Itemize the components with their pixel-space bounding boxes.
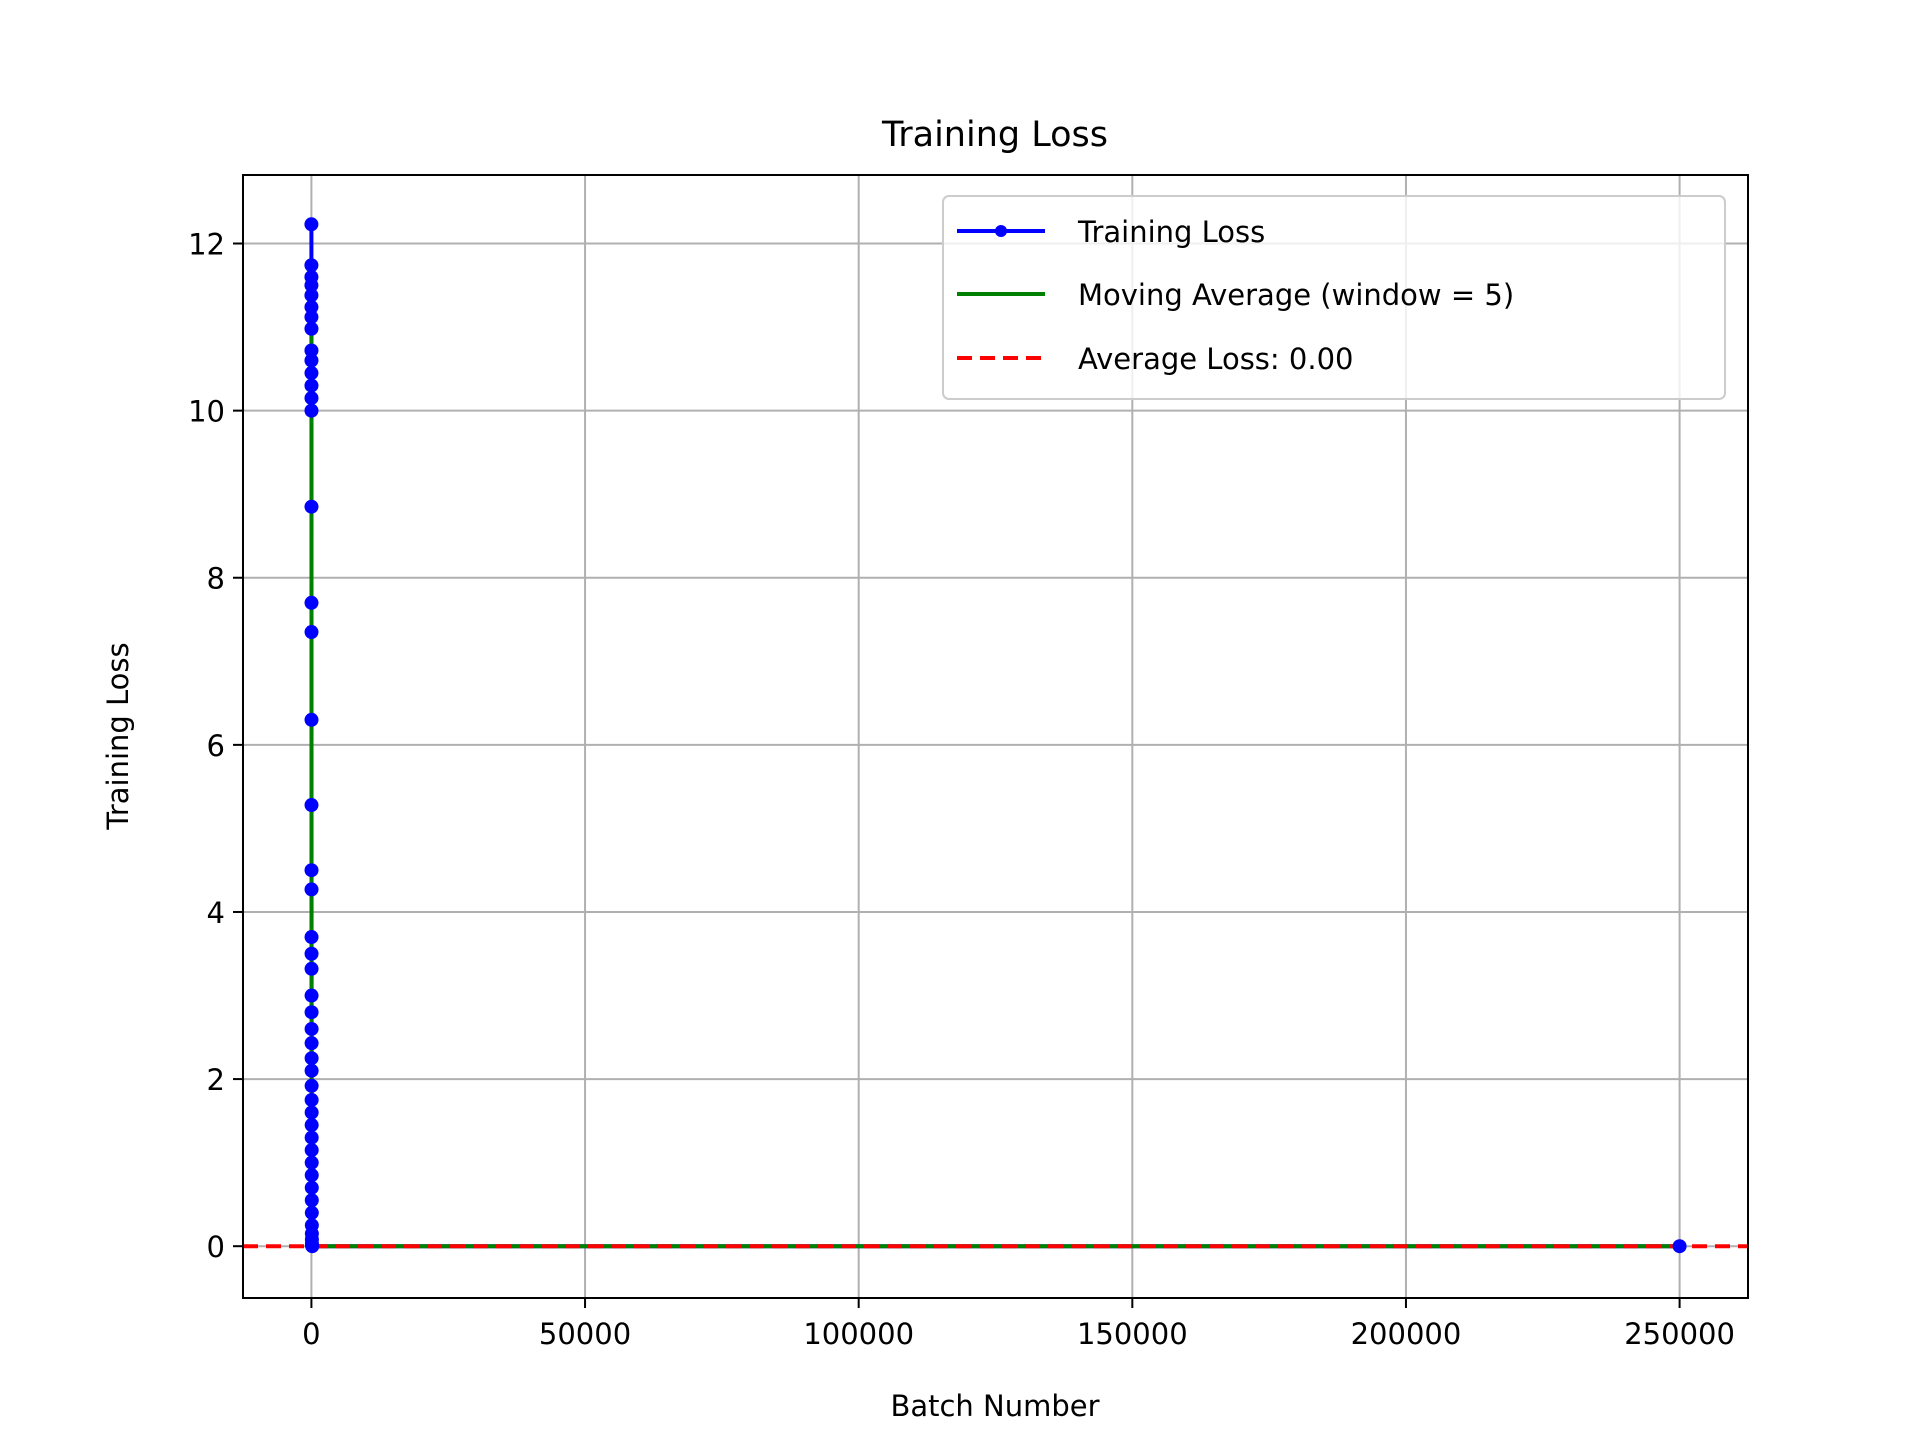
x-tick-label: 100000 — [803, 1317, 914, 1351]
training-loss-point — [304, 1143, 319, 1158]
grid — [243, 175, 1748, 1298]
training-loss-point — [304, 798, 319, 813]
y-tick-label: 10 — [188, 395, 225, 429]
training-loss-point — [304, 391, 319, 406]
training-loss-point — [304, 310, 319, 325]
training-loss-point — [304, 1005, 319, 1020]
training-loss-point — [304, 595, 319, 610]
x-tick-label: 250000 — [1624, 1317, 1735, 1351]
x-tick-label: 0 — [302, 1317, 320, 1351]
training-loss-point — [304, 378, 319, 393]
training-loss-point — [304, 366, 319, 381]
training-loss-point — [304, 1092, 319, 1107]
training-loss-point — [304, 321, 319, 336]
x-tick-label: 150000 — [1077, 1317, 1188, 1351]
training-loss-point — [304, 863, 319, 878]
training-loss-point — [304, 625, 319, 640]
training-loss-point — [304, 1118, 319, 1133]
plot-frame — [242, 174, 1749, 1299]
training-loss-point — [304, 930, 319, 945]
legend-moving-average-label: Moving Average (window = 5) — [1078, 278, 1514, 312]
x-tick-label: 50000 — [539, 1317, 631, 1351]
training-loss-point — [304, 300, 319, 315]
legend-training-loss-marker — [995, 225, 1007, 237]
training-loss-point — [304, 1180, 319, 1195]
training-loss-point — [304, 1078, 319, 1093]
y-tick-label: 0 — [207, 1230, 225, 1264]
plot-series — [243, 217, 1748, 1254]
training-loss-point — [304, 1168, 319, 1183]
training-loss-point — [305, 1239, 320, 1254]
training-loss-point — [304, 1105, 319, 1120]
legend: Training Loss Moving Average (window = 5… — [942, 195, 1726, 400]
training-loss-point — [304, 946, 319, 961]
training-loss-point — [304, 343, 319, 358]
y-tick-label: 12 — [188, 228, 225, 262]
training-loss-point — [304, 217, 319, 232]
training-loss-point — [304, 1051, 319, 1066]
training-loss-point — [304, 961, 319, 976]
training-loss-point — [304, 288, 319, 303]
x-axis-ticks: 0 50000 100000 150000 200000 250000 — [302, 1298, 1735, 1351]
x-tick-label: 200000 — [1351, 1317, 1462, 1351]
y-axis-ticks: 0 2 4 6 8 10 12 — [188, 228, 243, 1264]
training-loss-point — [304, 1021, 319, 1036]
training-loss-point — [304, 1205, 319, 1220]
training-loss-point — [304, 712, 319, 727]
y-tick-label: 2 — [207, 1063, 225, 1097]
y-axis-label: Training Loss — [101, 642, 135, 830]
x-axis-label: Batch Number — [890, 1389, 1099, 1423]
training-loss-point — [304, 1130, 319, 1145]
training-loss-point — [304, 1155, 319, 1170]
legend-average-loss-label: Average Loss: 0.00 — [1078, 342, 1353, 376]
training-loss-point — [304, 1063, 319, 1078]
y-tick-label: 6 — [207, 729, 225, 763]
training-loss-point — [304, 988, 319, 1003]
training-loss-point — [304, 1193, 319, 1208]
training-loss-point — [304, 278, 319, 293]
training-loss-point — [304, 1036, 319, 1051]
y-tick-label: 8 — [207, 562, 225, 596]
legend-training-loss-label: Training Loss — [1077, 215, 1265, 249]
training-loss-point — [304, 258, 319, 273]
training-loss-point — [304, 353, 319, 368]
chart-title: Training Loss — [881, 115, 1108, 155]
training-loss-point — [304, 882, 319, 897]
training-loss-point — [304, 403, 319, 418]
legend-box — [942, 195, 1726, 400]
y-tick-label: 4 — [207, 896, 225, 930]
training-loss-point — [1672, 1239, 1687, 1254]
training-loss-point — [304, 499, 319, 514]
